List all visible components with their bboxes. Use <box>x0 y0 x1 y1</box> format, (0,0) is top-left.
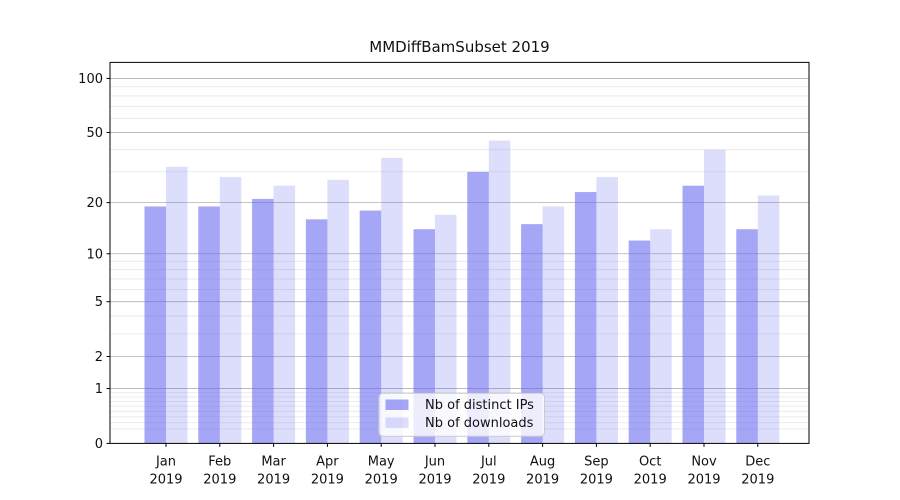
bar-oct-downloads <box>650 229 672 444</box>
x-tick-label-year: 2019 <box>687 473 720 488</box>
x-tick-label-year: 2019 <box>257 473 290 488</box>
legend-label-downloads: Nb of downloads <box>425 416 534 431</box>
x-tick-label-month: Jul <box>480 455 497 470</box>
bar-jul-downloads <box>488 140 511 444</box>
legend: Nb of distinct IPs Nb of downloads <box>378 392 545 437</box>
x-tick-label-year: 2019 <box>418 473 451 488</box>
y-tick-label: 100 <box>78 72 103 87</box>
x-tick-label-month: Sep <box>584 455 609 470</box>
y-axis-ticks: 0 1 2 5 10 20 50 100 <box>78 72 110 452</box>
bar-nov-downloads <box>704 149 726 444</box>
bar-sep-distinct-ips <box>574 192 597 444</box>
x-axis-ticks: Jan 2019 Feb 2019 Mar 2019 Apr 2019 May 2019 Jun 20… <box>149 443 774 488</box>
legend-label-distinct-ips: Nb of distinct IPs <box>425 398 534 413</box>
bar-mar-distinct-ips <box>252 198 274 444</box>
x-tick-label-year: 2019 <box>365 473 398 488</box>
bar-jun-distinct-ips <box>413 229 435 444</box>
bar-jul-distinct-ips <box>467 171 489 444</box>
x-tick-label-year: 2019 <box>526 473 559 488</box>
bar-dec-downloads <box>757 195 780 444</box>
bars <box>144 140 780 444</box>
bar-jun-downloads <box>435 214 457 444</box>
bar-apr-downloads <box>327 179 349 444</box>
y-tick-label: 10 <box>86 247 103 262</box>
bar-mar-downloads <box>273 185 296 444</box>
bar-may-distinct-ips <box>359 210 382 444</box>
bar-aug-distinct-ips <box>521 224 543 444</box>
x-tick-label-month: Oct <box>639 455 661 470</box>
x-tick-label-month: Apr <box>316 455 339 470</box>
y-tick-label: 0 <box>95 437 103 452</box>
x-tick-label-year: 2019 <box>741 473 774 488</box>
bar-may-downloads <box>381 157 403 444</box>
bar-feb-downloads <box>219 177 242 444</box>
y-tick-label: 50 <box>86 126 103 141</box>
x-tick-label-month: Dec <box>745 455 770 470</box>
x-tick-label-year: 2019 <box>580 473 613 488</box>
legend-swatch-distinct-ips <box>385 399 409 410</box>
x-tick-label-year: 2019 <box>311 473 344 488</box>
bar-aug-downloads <box>542 206 565 444</box>
bar-oct-distinct-ips <box>628 240 651 444</box>
x-tick-label-year: 2019 <box>203 473 236 488</box>
x-tick-label-month: Mar <box>261 455 286 470</box>
x-tick-label-month: Nov <box>691 455 717 470</box>
bar-apr-distinct-ips <box>305 219 328 444</box>
bar-jan-distinct-ips <box>144 206 166 444</box>
x-tick-label-month: Jun <box>424 455 445 470</box>
plot-border <box>109 61 810 444</box>
x-tick-label-year: 2019 <box>634 473 667 488</box>
bar-feb-distinct-ips <box>198 206 220 444</box>
bar-nov-distinct-ips <box>682 185 704 444</box>
x-tick-label-year: 2019 <box>472 473 505 488</box>
chart-title: MMDiffBamSubset 2019 <box>369 38 549 56</box>
x-tick-label-year: 2019 <box>149 473 182 488</box>
y-tick-label: 1 <box>95 382 103 397</box>
legend-box <box>378 392 545 437</box>
legend-swatch-downloads <box>385 417 409 428</box>
x-tick-label-month: Feb <box>208 455 231 470</box>
bar-jan-downloads <box>166 166 188 444</box>
x-tick-label-month: Jan <box>155 455 176 470</box>
x-tick-label-month: May <box>368 455 395 470</box>
y-tick-label: 20 <box>86 196 103 211</box>
x-tick-label-month: Aug <box>530 455 555 470</box>
y-tick-label: 5 <box>95 295 103 310</box>
y-tick-label: 2 <box>95 350 103 365</box>
bar-dec-distinct-ips <box>736 229 758 444</box>
bar-sep-downloads <box>596 177 618 444</box>
